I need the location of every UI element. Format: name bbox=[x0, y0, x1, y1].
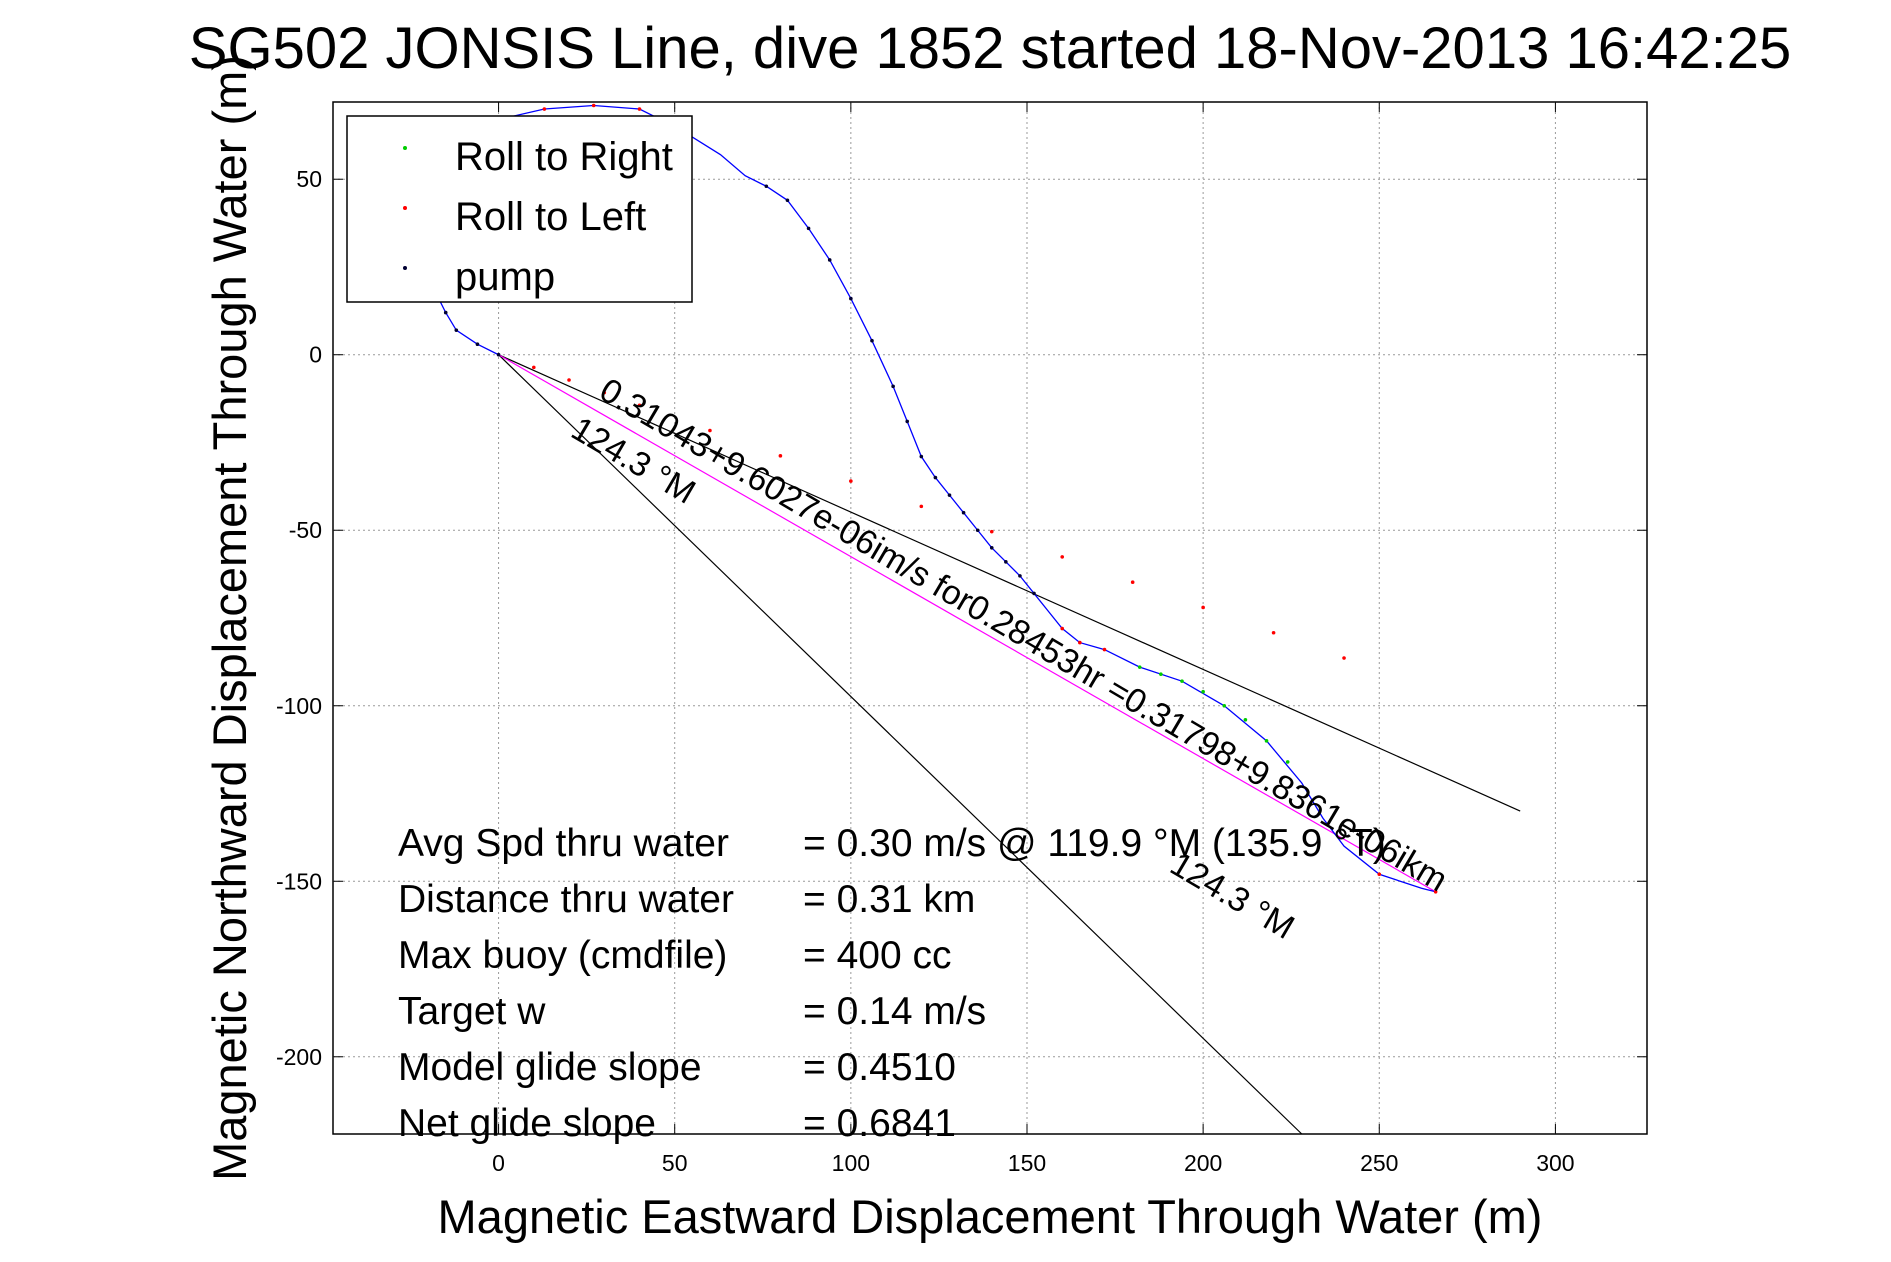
x-tick-label: 200 bbox=[1184, 1150, 1222, 1176]
legend-label: Roll to Left bbox=[455, 195, 646, 239]
roll-to-left-point bbox=[1201, 605, 1205, 610]
roll-to-left-point bbox=[1342, 656, 1346, 660]
pump-point bbox=[961, 510, 966, 515]
stat-value: = 0.31 km bbox=[803, 878, 975, 921]
stat-label: Max buoy (cmdfile) bbox=[398, 934, 727, 977]
x-tick-label: 300 bbox=[1536, 1150, 1574, 1176]
legend-marker bbox=[403, 206, 407, 210]
roll-to-right-point bbox=[1137, 665, 1142, 669]
pump-point bbox=[933, 475, 938, 480]
stat-value: = 0.14 m/s bbox=[803, 990, 986, 1033]
y-tick-label: -50 bbox=[289, 517, 322, 543]
stats-block: Avg Spd thru water = 0.30 m/s @ 119.9 °M … bbox=[398, 822, 1386, 1145]
roll-to-left-point bbox=[1078, 640, 1082, 645]
pump-point bbox=[1018, 574, 1022, 578]
y-axis-label: Magnetic Northward Displacement Through … bbox=[203, 55, 256, 1181]
reference-line-2 bbox=[498, 354, 1303, 1135]
legend-marker bbox=[403, 266, 407, 270]
legend-label: pump bbox=[455, 255, 555, 299]
pump-point bbox=[454, 328, 459, 332]
y-tick-label: 50 bbox=[296, 166, 322, 192]
pump-point bbox=[475, 342, 480, 347]
y-tick-label: -100 bbox=[276, 693, 322, 719]
roll-to-left-point bbox=[567, 378, 571, 382]
x-tick-label: 0 bbox=[492, 1150, 505, 1176]
roll-to-right-point bbox=[1243, 717, 1248, 722]
roll-to-left-point bbox=[778, 454, 783, 458]
chart-title: SG502 JONSIS Line, dive 1852 started 18-… bbox=[189, 16, 1791, 81]
roll-to-left-point bbox=[637, 403, 642, 408]
reference-lines bbox=[498, 354, 1521, 1135]
roll-to-left-point bbox=[591, 103, 596, 108]
pump-point bbox=[496, 352, 501, 357]
stat-label: Model glide slope bbox=[398, 1046, 702, 1089]
stat-label: Distance thru water bbox=[398, 878, 734, 921]
pump-point bbox=[1004, 560, 1008, 564]
roll-to-left-point bbox=[637, 107, 642, 111]
legend-label: Roll to Right bbox=[455, 135, 673, 179]
roll-to-left-point bbox=[1060, 555, 1065, 559]
roll-to-left-point bbox=[1377, 872, 1382, 877]
roll-to-right-point bbox=[1264, 739, 1269, 743]
roll-to-right-point bbox=[1285, 760, 1290, 764]
pump-point bbox=[989, 545, 994, 550]
x-tick-label: 100 bbox=[832, 1150, 870, 1176]
pump-point bbox=[919, 454, 924, 459]
pump-point bbox=[891, 384, 895, 389]
pump-point bbox=[849, 296, 853, 301]
roll-to-right-point bbox=[1222, 703, 1227, 708]
roll-to-right-point bbox=[1180, 679, 1184, 683]
pump-point bbox=[806, 226, 811, 231]
roll-to-left-point bbox=[849, 479, 853, 483]
pump-point bbox=[764, 184, 769, 189]
pump-point bbox=[870, 338, 874, 343]
stat-value: = 400 cc bbox=[803, 934, 952, 977]
reference-line-3 bbox=[498, 354, 1436, 893]
x-axis: 0 50 100 150 200 250 300 bbox=[492, 102, 1575, 1176]
y-tick-label: 0 bbox=[309, 342, 322, 368]
roll-to-left-point bbox=[1102, 647, 1107, 652]
y-tick-label: -150 bbox=[276, 868, 322, 894]
x-tick-label: 50 bbox=[662, 1150, 688, 1176]
pump-point bbox=[443, 310, 448, 315]
pump-point bbox=[947, 493, 952, 497]
legend-marker bbox=[403, 146, 407, 150]
roll-to-left-point bbox=[1060, 626, 1065, 631]
reference-line-1 bbox=[498, 354, 1521, 812]
roll-to-left-point bbox=[919, 504, 924, 509]
stat-value: = 0.6841 bbox=[803, 1102, 956, 1145]
roll-to-left-point bbox=[602, 390, 607, 395]
roll-to-left-point bbox=[708, 428, 712, 433]
roll-to-left-point bbox=[1130, 580, 1135, 584]
roll-to-left-point bbox=[1433, 889, 1438, 894]
y-tick-label: -200 bbox=[276, 1044, 322, 1070]
roll-to-left-point bbox=[989, 529, 994, 534]
stat-value: = 0.4510 bbox=[803, 1046, 956, 1089]
roll-to-left-point bbox=[1271, 630, 1276, 635]
x-tick-label: 250 bbox=[1360, 1150, 1398, 1176]
pump-point bbox=[1032, 591, 1036, 596]
pump-point bbox=[785, 198, 790, 203]
stat-label: Avg Spd thru water bbox=[398, 822, 729, 865]
x-axis-label: Magnetic Eastward Displacement Through W… bbox=[438, 1190, 1543, 1243]
pump-point bbox=[827, 258, 832, 262]
roll-to-left-point bbox=[531, 365, 536, 370]
stat-label: Net glide slope bbox=[398, 1102, 656, 1145]
roll-to-right-point bbox=[1201, 689, 1205, 694]
roll-to-left-point bbox=[542, 107, 547, 111]
stat-value: = 0.30 m/s @ 119.9 °M (135.9 °T) bbox=[803, 822, 1386, 865]
x-tick-label: 150 bbox=[1008, 1150, 1046, 1176]
pump-point bbox=[975, 528, 980, 533]
roll-to-right-point bbox=[1159, 672, 1163, 676]
stat-label: Target w bbox=[398, 990, 546, 1033]
legend: Roll to Right Roll to Left pump bbox=[346, 115, 693, 303]
pump-point bbox=[905, 419, 910, 424]
y-axis: -200 -150 -100 -50 0 50 bbox=[276, 166, 1647, 1070]
